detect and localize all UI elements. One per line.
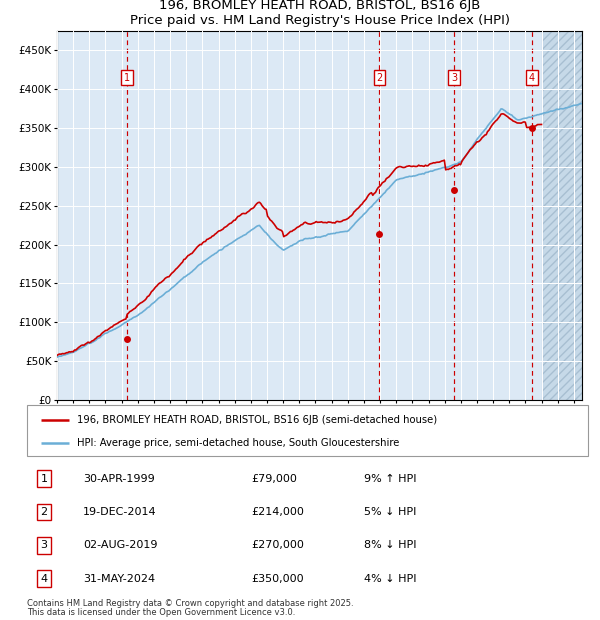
Bar: [542, 31, 582, 400]
Text: 31-MAY-2024: 31-MAY-2024: [83, 574, 155, 584]
Text: £214,000: £214,000: [251, 507, 304, 517]
Text: 5% ↓ HPI: 5% ↓ HPI: [364, 507, 416, 517]
Text: 3: 3: [40, 541, 47, 551]
Text: 4: 4: [529, 73, 535, 82]
FancyBboxPatch shape: [27, 405, 588, 456]
Text: 02-AUG-2019: 02-AUG-2019: [83, 541, 158, 551]
Text: 4: 4: [40, 574, 47, 584]
Text: 2: 2: [376, 73, 383, 82]
Text: HPI: Average price, semi-detached house, South Gloucestershire: HPI: Average price, semi-detached house,…: [77, 438, 400, 448]
Bar: [542, 31, 582, 400]
Title: 196, BROMLEY HEATH ROAD, BRISTOL, BS16 6JB
Price paid vs. HM Land Registry's Hou: 196, BROMLEY HEATH ROAD, BRISTOL, BS16 6…: [130, 0, 509, 27]
Text: 19-DEC-2014: 19-DEC-2014: [83, 507, 157, 517]
Text: Contains HM Land Registry data © Crown copyright and database right 2025.: Contains HM Land Registry data © Crown c…: [27, 600, 353, 608]
Text: £270,000: £270,000: [251, 541, 304, 551]
Text: 196, BROMLEY HEATH ROAD, BRISTOL, BS16 6JB (semi-detached house): 196, BROMLEY HEATH ROAD, BRISTOL, BS16 6…: [77, 415, 437, 425]
Text: £79,000: £79,000: [251, 474, 297, 484]
Text: This data is licensed under the Open Government Licence v3.0.: This data is licensed under the Open Gov…: [27, 608, 295, 617]
Text: 30-APR-1999: 30-APR-1999: [83, 474, 155, 484]
Text: 2: 2: [40, 507, 47, 517]
Text: 3: 3: [451, 73, 457, 82]
Text: £350,000: £350,000: [251, 574, 304, 584]
Text: 4% ↓ HPI: 4% ↓ HPI: [364, 574, 416, 584]
Text: 1: 1: [40, 474, 47, 484]
Text: 9% ↑ HPI: 9% ↑ HPI: [364, 474, 416, 484]
Text: 1: 1: [124, 73, 130, 82]
Text: 8% ↓ HPI: 8% ↓ HPI: [364, 541, 416, 551]
